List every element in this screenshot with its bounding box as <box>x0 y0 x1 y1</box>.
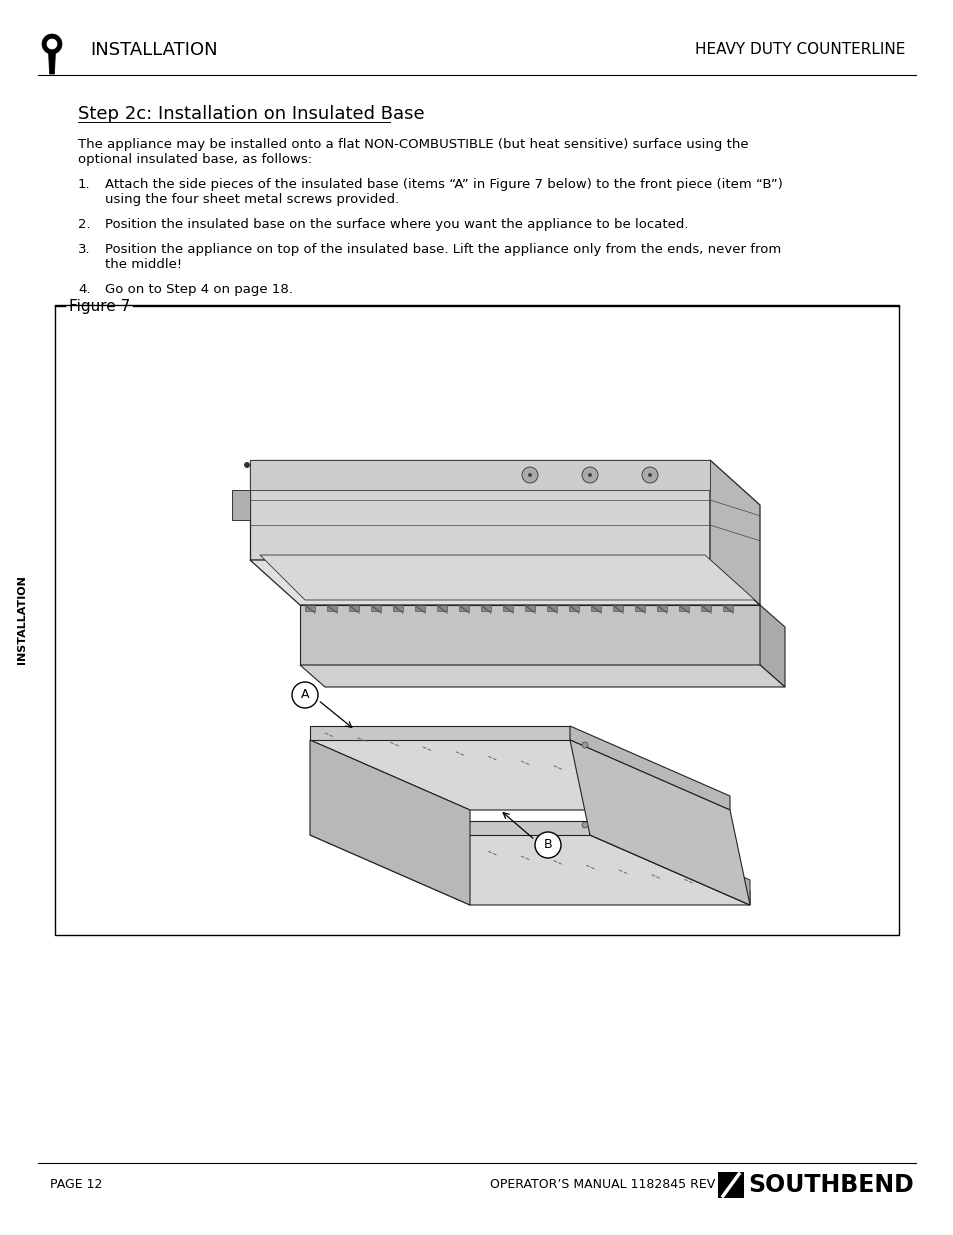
Polygon shape <box>305 605 314 611</box>
Circle shape <box>581 823 587 827</box>
Circle shape <box>641 467 658 483</box>
Text: INSTALLATION: INSTALLATION <box>17 576 27 664</box>
Polygon shape <box>393 605 402 611</box>
Polygon shape <box>310 835 749 905</box>
Polygon shape <box>700 605 710 611</box>
Polygon shape <box>480 605 491 611</box>
Polygon shape <box>349 605 358 611</box>
Text: SOUTHBEND: SOUTHBEND <box>747 1173 913 1197</box>
Text: 2.: 2. <box>78 219 91 231</box>
Polygon shape <box>613 605 622 611</box>
Polygon shape <box>310 726 569 740</box>
Polygon shape <box>722 605 732 611</box>
Text: B: B <box>543 839 552 851</box>
Text: the middle!: the middle! <box>105 258 182 270</box>
Polygon shape <box>709 459 760 605</box>
Text: 1.: 1. <box>78 178 91 191</box>
Circle shape <box>535 832 560 858</box>
Polygon shape <box>260 555 754 600</box>
Text: Position the appliance on top of the insulated base. Lift the appliance only fro: Position the appliance on top of the ins… <box>105 243 781 256</box>
Text: HEAVY DUTY COUNTERLINE: HEAVY DUTY COUNTERLINE <box>694 42 904 58</box>
Circle shape <box>647 473 651 477</box>
Polygon shape <box>679 605 688 611</box>
Polygon shape <box>569 726 729 810</box>
Text: Position the insulated base on the surface where you want the appliance to be lo: Position the insulated base on the surfa… <box>105 219 688 231</box>
Text: optional insulated base, as follows:: optional insulated base, as follows: <box>78 153 312 165</box>
Polygon shape <box>436 605 447 611</box>
Polygon shape <box>635 605 644 611</box>
Polygon shape <box>589 821 749 905</box>
Polygon shape <box>760 605 784 687</box>
Polygon shape <box>589 810 749 905</box>
Circle shape <box>587 473 592 477</box>
Text: Attach the side pieces of the insulated base (items “A” in Figure 7 below) to th: Attach the side pieces of the insulated … <box>105 178 782 191</box>
Text: INSTALLATION: INSTALLATION <box>90 41 217 59</box>
Circle shape <box>521 467 537 483</box>
Polygon shape <box>232 490 250 520</box>
Polygon shape <box>310 821 589 835</box>
Text: using the four sheet metal screws provided.: using the four sheet metal screws provid… <box>105 193 399 206</box>
Circle shape <box>581 742 587 748</box>
Polygon shape <box>546 605 557 611</box>
Text: 3.: 3. <box>78 243 91 256</box>
Text: The appliance may be installed onto a flat NON-COMBUSTIBLE (but heat sensitive) : The appliance may be installed onto a fl… <box>78 138 748 151</box>
Polygon shape <box>310 740 470 905</box>
Circle shape <box>527 473 532 477</box>
Polygon shape <box>502 605 513 611</box>
Text: Go on to Step 4 on page 18.: Go on to Step 4 on page 18. <box>105 283 293 296</box>
Polygon shape <box>657 605 666 611</box>
Text: PAGE 12: PAGE 12 <box>50 1178 102 1192</box>
Circle shape <box>244 462 250 468</box>
Text: 4.: 4. <box>78 283 91 296</box>
Text: Figure 7: Figure 7 <box>69 299 131 314</box>
Circle shape <box>292 682 317 708</box>
Polygon shape <box>299 664 784 687</box>
Polygon shape <box>590 605 600 611</box>
Text: Step 2c: Installation on Insulated Base: Step 2c: Installation on Insulated Base <box>78 105 424 124</box>
Circle shape <box>47 40 57 49</box>
Polygon shape <box>371 605 380 611</box>
Circle shape <box>581 467 598 483</box>
Polygon shape <box>568 605 578 611</box>
Polygon shape <box>310 740 729 810</box>
Polygon shape <box>524 605 535 611</box>
Polygon shape <box>327 605 336 611</box>
Polygon shape <box>569 740 749 905</box>
Polygon shape <box>299 605 760 664</box>
Polygon shape <box>458 605 469 611</box>
Polygon shape <box>250 459 709 559</box>
Polygon shape <box>49 49 55 74</box>
Text: OPERATOR’S MANUAL 1182845 REV 6: OPERATOR’S MANUAL 1182845 REV 6 <box>490 1178 726 1192</box>
Polygon shape <box>250 559 760 605</box>
Bar <box>718 1172 743 1198</box>
Text: A: A <box>300 688 309 701</box>
Circle shape <box>42 35 62 54</box>
Bar <box>55 305 898 935</box>
Polygon shape <box>250 459 709 490</box>
Polygon shape <box>415 605 424 611</box>
